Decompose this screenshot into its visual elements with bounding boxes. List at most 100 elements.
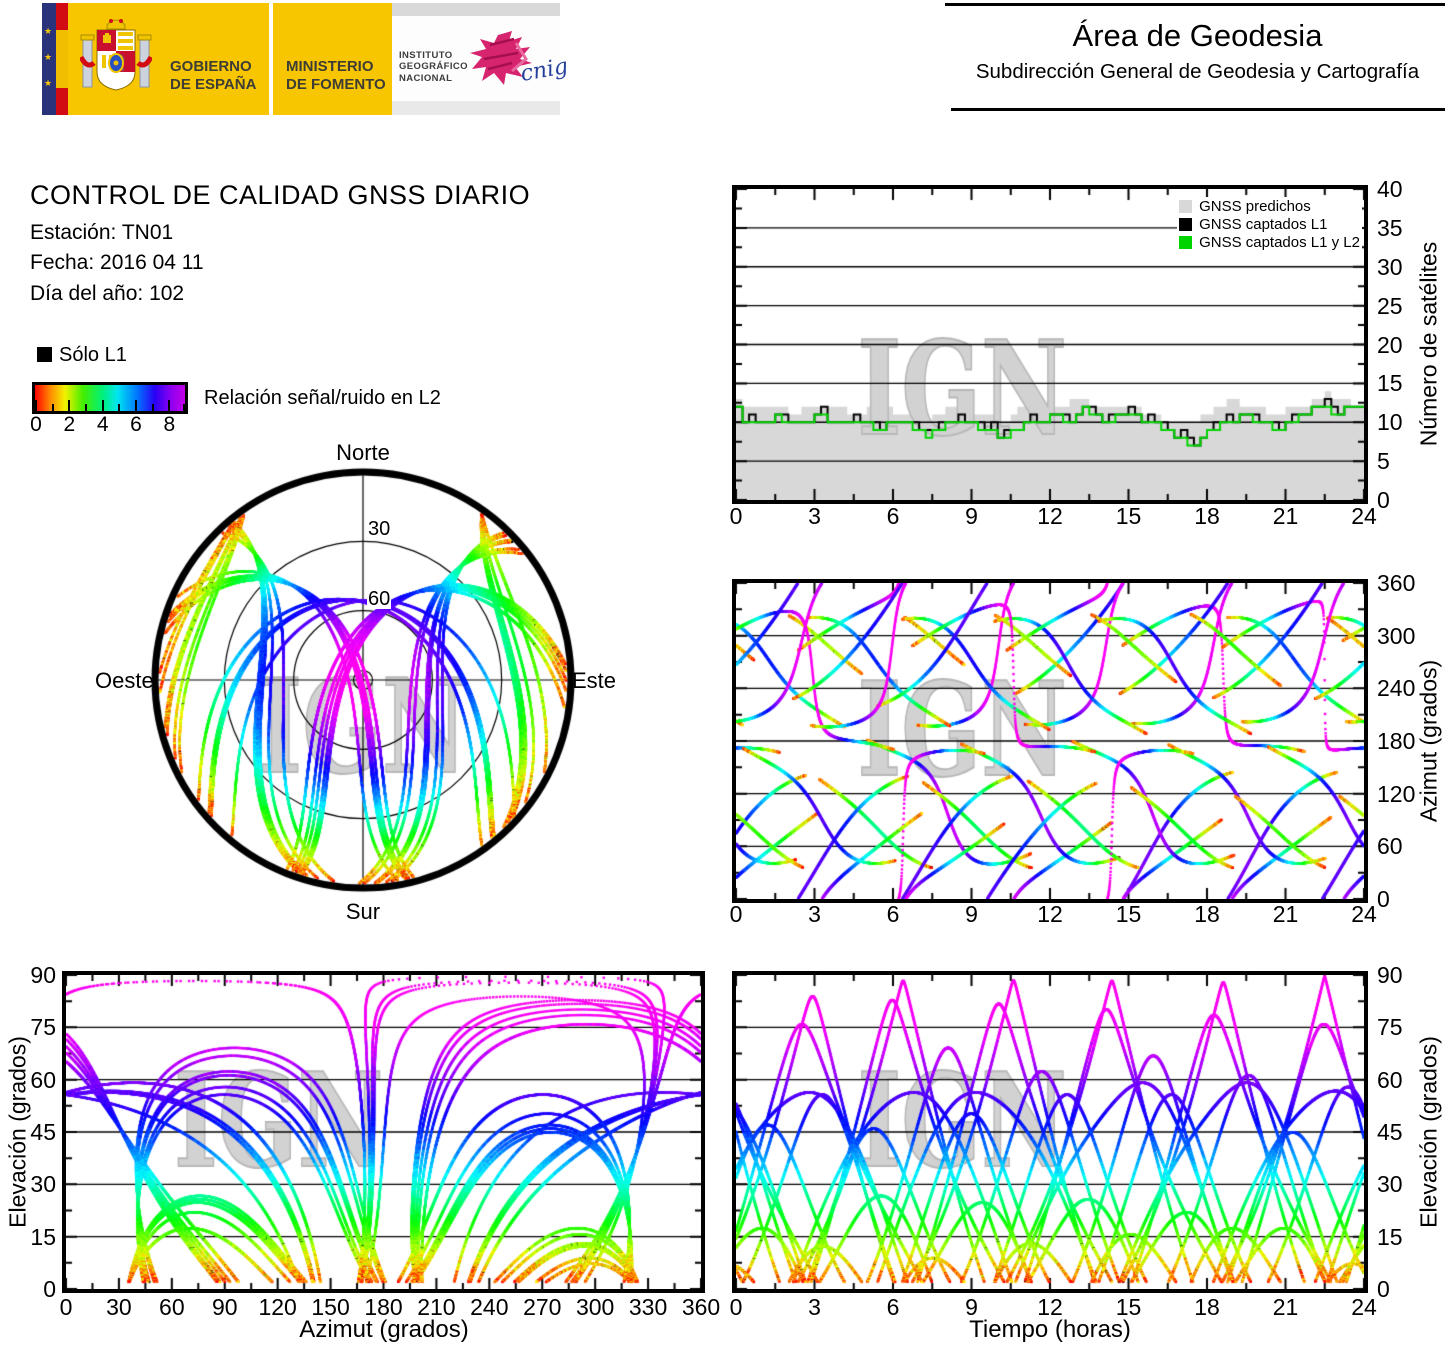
azimuth_time-x-tick-label: 3 bbox=[808, 901, 821, 927]
sat_count-y-tick-label: 15 bbox=[1377, 370, 1403, 397]
elev_time-y-tick-label: 60 bbox=[1377, 1066, 1403, 1093]
page-title: CONTROL DE CALIDAD GNSS DIARIO bbox=[30, 180, 531, 210]
skyplot-west-label: Oeste bbox=[95, 668, 154, 693]
azimuth_time-x-tick-label: 15 bbox=[1115, 901, 1142, 927]
solo-l1-swatch bbox=[37, 347, 52, 362]
colorbar-tick-label: 0 bbox=[30, 413, 42, 436]
elev-azimuth-x-axis-title: Azimut (grados) bbox=[299, 1316, 469, 1343]
elev_time-x-tick-label: 15 bbox=[1115, 1294, 1142, 1320]
legend-label: GNSS captados L1 bbox=[1199, 215, 1328, 233]
eu-flag-strip: ★ ★ ★ bbox=[42, 3, 56, 115]
azimuth_time-y-tick-label: 120 bbox=[1377, 780, 1416, 807]
elev_time-y-tick-label: 90 bbox=[1377, 962, 1403, 988]
snr-colorbar bbox=[32, 382, 188, 414]
elev_azimuth-x-tick-label: 30 bbox=[106, 1294, 132, 1320]
azimuth_time-x-tick-label: 21 bbox=[1272, 901, 1299, 927]
legend-swatch bbox=[1179, 217, 1193, 231]
elev_azimuth-x-tick-label: 270 bbox=[523, 1294, 562, 1320]
elev_time-y-tick-label: 0 bbox=[1377, 1276, 1390, 1302]
elev_time-x-tick-label: 9 bbox=[965, 1294, 978, 1320]
elev_time-x-tick-label: 24 bbox=[1351, 1294, 1377, 1320]
elev_azimuth-y-tick-label: 0 bbox=[43, 1276, 56, 1302]
elev_azimuth-x-tick-label: 240 bbox=[470, 1294, 509, 1320]
colorbar-tick-label: 4 bbox=[96, 413, 109, 436]
cnig-logo: cnig bbox=[470, 31, 570, 87]
star-icon: ★ bbox=[44, 78, 53, 88]
sat_count-x-tick-label: 21 bbox=[1272, 503, 1299, 529]
ministerio-text: MINISTERIO DE FOMENTO bbox=[286, 58, 386, 93]
colorbar-tick bbox=[135, 400, 137, 411]
colorbar-tick bbox=[51, 404, 54, 411]
colorbar-tick bbox=[68, 400, 71, 411]
azimuth-y-axis-title: Azimut (grados) bbox=[1415, 659, 1442, 823]
legend-row: GNSS captados L1 y L2 bbox=[1179, 233, 1360, 251]
spain-flag-strip bbox=[56, 3, 68, 115]
elev_azimuth-x-tick-label: 150 bbox=[311, 1294, 350, 1320]
elev_azimuth-y-tick-label: 60 bbox=[30, 1066, 56, 1093]
sat_count-y-tick-label: 10 bbox=[1377, 409, 1403, 436]
azimuth_time-y-tick-label: 360 bbox=[1377, 570, 1416, 596]
colorbar-tick bbox=[183, 404, 185, 411]
legend-swatch bbox=[1179, 235, 1193, 249]
sat_count-y-tick-label: 5 bbox=[1377, 448, 1390, 475]
elev-time-chart-frame bbox=[732, 971, 1368, 1293]
spain-coat-of-arms-icon bbox=[80, 19, 152, 91]
elev_azimuth-y-tick-label: 75 bbox=[30, 1014, 56, 1041]
legend-swatch bbox=[1179, 199, 1193, 213]
elev_time-y-tick-label: 30 bbox=[1377, 1171, 1403, 1198]
area-header-rule-bottom bbox=[951, 108, 1445, 111]
area-header-rule-top bbox=[945, 3, 1445, 6]
elev-time-chart-canvas bbox=[736, 975, 1364, 1289]
sat_count-x-tick-label: 15 bbox=[1115, 503, 1142, 529]
satcount-y-axis-title: Número de satélites bbox=[1415, 241, 1442, 447]
skyplot-north-label: Norte bbox=[336, 440, 390, 465]
elev_azimuth-x-tick-label: 300 bbox=[575, 1294, 615, 1320]
colorbar-tick-label: 8 bbox=[163, 413, 176, 436]
sat_count-y-tick-label: 0 bbox=[1377, 487, 1390, 513]
skyplot-ring-30: 30 bbox=[367, 518, 392, 540]
azimuth_time-x-tick-label: 9 bbox=[965, 901, 978, 927]
elev_time-y-tick-label: 15 bbox=[1377, 1223, 1403, 1250]
sat_count-y-tick-label: 20 bbox=[1377, 331, 1403, 358]
elev_azimuth-y-tick-label: 30 bbox=[30, 1171, 56, 1198]
azimuth_time-y-tick-label: 0 bbox=[1377, 886, 1390, 912]
instituto-text: INSTITUTO GEOGRÁFICO NACIONAL bbox=[399, 49, 468, 84]
azimuth_time-x-tick-label: 24 bbox=[1351, 901, 1377, 927]
elev_time-x-tick-label: 0 bbox=[729, 1294, 743, 1320]
elev-azimuth-chart-frame bbox=[62, 971, 705, 1293]
date-label: Fecha: 2016 04 11 bbox=[30, 251, 204, 274]
elev_azimuth-x-tick-label: 210 bbox=[417, 1294, 456, 1320]
satcount-legend: GNSS predichos GNSS captados L1 GNSS capta… bbox=[1177, 197, 1362, 251]
skyplot-canvas bbox=[143, 460, 583, 900]
elev-time-y-axis-title: Elevación (grados) bbox=[1415, 1036, 1442, 1228]
colorbar-tick bbox=[151, 404, 154, 411]
colorbar-tick bbox=[35, 400, 37, 411]
elev_azimuth-x-tick-label: 330 bbox=[628, 1294, 668, 1320]
sat_count-x-tick-label: 24 bbox=[1351, 503, 1377, 529]
elev_time-y-tick-label: 45 bbox=[1377, 1119, 1403, 1145]
star-icon: ★ bbox=[44, 52, 53, 62]
sat_count-y-tick-label: 30 bbox=[1377, 253, 1403, 280]
azimuth_time-x-tick-label: 12 bbox=[1037, 901, 1063, 927]
sat_count-x-tick-label: 18 bbox=[1194, 503, 1220, 529]
government-logo: ★ ★ ★ bbox=[35, 3, 570, 115]
colorbar-tick bbox=[118, 404, 121, 411]
azimuth_time-x-tick-label: 0 bbox=[729, 901, 743, 927]
azimuth-chart-frame bbox=[732, 579, 1368, 903]
area-title: Área de Geodesia bbox=[1072, 18, 1323, 53]
panel-divider bbox=[269, 3, 273, 115]
elev_azimuth-y-tick-label: 45 bbox=[30, 1119, 56, 1145]
elev_azimuth-x-tick-label: 60 bbox=[159, 1294, 185, 1320]
sat_count-x-tick-label: 9 bbox=[965, 503, 978, 529]
satcount-chart-frame: GNSS predichos GNSS captados L1 GNSS capta… bbox=[732, 185, 1368, 504]
snr-colorbar-title: Relación señal/ruido en L2 bbox=[204, 387, 441, 409]
legend-row: GNSS predichos bbox=[1179, 197, 1360, 215]
skyplot-east-label: Este bbox=[572, 668, 617, 693]
sat_count-x-tick-label: 0 bbox=[729, 503, 743, 529]
skyplot-ring-60: 60 bbox=[367, 588, 392, 610]
doy-label: Día del año: 102 bbox=[30, 282, 185, 305]
elev-azimuth-chart-canvas bbox=[66, 975, 701, 1289]
azimuth_time-x-tick-label: 18 bbox=[1194, 901, 1220, 927]
colorbar-tick-label: 2 bbox=[63, 413, 76, 436]
station-label: Estación: TN01 bbox=[30, 221, 174, 244]
